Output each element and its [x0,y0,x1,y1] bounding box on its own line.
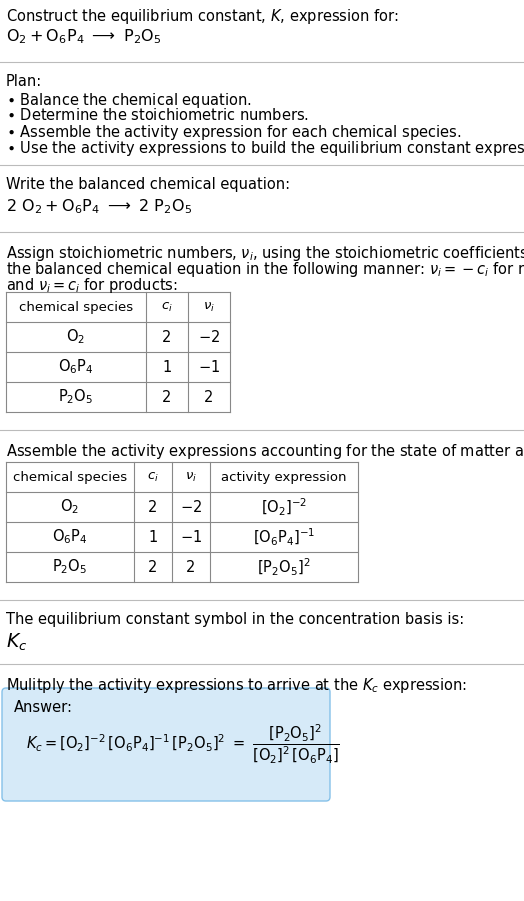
Text: $-1$: $-1$ [198,359,220,375]
Text: Write the balanced chemical equation:: Write the balanced chemical equation: [6,177,290,192]
Text: $-1$: $-1$ [180,529,202,545]
Text: $c_i$: $c_i$ [147,470,159,484]
Text: Assign stoichiometric numbers, $\nu_i$, using the stoichiometric coefficients, $: Assign stoichiometric numbers, $\nu_i$, … [6,244,524,263]
Text: $2\ \mathrm{O_2} + \mathrm{O_6P_4}\ \longrightarrow\ 2\ \mathrm{P_2O_5}$: $2\ \mathrm{O_2} + \mathrm{O_6P_4}\ \lon… [6,197,192,215]
Text: $\bullet$ Use the activity expressions to build the equilibrium constant express: $\bullet$ Use the activity expressions t… [6,139,524,158]
Text: $\nu_i$: $\nu_i$ [185,470,197,484]
Text: $K_c$: $K_c$ [6,632,27,653]
Text: $[\mathrm{P_2O_5}]^{2}$: $[\mathrm{P_2O_5}]^{2}$ [257,557,311,578]
Text: 2: 2 [187,560,195,575]
Text: $\mathrm{O_2}$: $\mathrm{O_2}$ [67,328,85,346]
Text: $\mathrm{P_2O_5}$: $\mathrm{P_2O_5}$ [52,558,88,577]
Text: $\bullet$ Balance the chemical equation.: $\bullet$ Balance the chemical equation. [6,91,252,110]
Text: $\mathrm{O_2 + O_6P_4}\ \longrightarrow\ \mathrm{P_2O_5}$: $\mathrm{O_2 + O_6P_4}\ \longrightarrow\… [6,27,161,46]
Text: 2: 2 [204,389,214,405]
FancyBboxPatch shape [2,688,330,801]
Text: $-2$: $-2$ [198,329,220,345]
Text: $\nu_i$: $\nu_i$ [203,300,215,314]
Text: Plan:: Plan: [6,74,42,89]
Text: The equilibrium constant symbol in the concentration basis is:: The equilibrium constant symbol in the c… [6,612,464,627]
Text: chemical species: chemical species [13,470,127,484]
Text: Assemble the activity expressions accounting for the state of matter and $\nu_i$: Assemble the activity expressions accoun… [6,442,524,461]
Text: $-2$: $-2$ [180,499,202,515]
Text: 1: 1 [148,530,158,544]
Text: and $\nu_i = c_i$ for products:: and $\nu_i = c_i$ for products: [6,276,178,295]
Text: $\bullet$ Assemble the activity expression for each chemical species.: $\bullet$ Assemble the activity expressi… [6,123,461,142]
Text: Answer:: Answer: [14,700,73,715]
Text: chemical species: chemical species [19,301,133,314]
Text: $[\mathrm{O_6P_4}]^{-1}$: $[\mathrm{O_6P_4}]^{-1}$ [253,526,315,548]
Text: 2: 2 [148,499,158,514]
Text: $\bullet$ Determine the stoichiometric numbers.: $\bullet$ Determine the stoichiometric n… [6,107,309,123]
Text: $\mathrm{P_2O_5}$: $\mathrm{P_2O_5}$ [58,387,94,406]
Text: $\mathrm{O_6P_4}$: $\mathrm{O_6P_4}$ [52,528,88,546]
Text: 2: 2 [148,560,158,575]
Text: activity expression: activity expression [221,470,347,484]
Text: Mulitply the activity expressions to arrive at the $K_c$ expression:: Mulitply the activity expressions to arr… [6,676,467,695]
Text: 2: 2 [162,389,172,405]
Text: $\mathrm{O_6P_4}$: $\mathrm{O_6P_4}$ [58,358,94,377]
Text: $K_c = [\mathrm{O_2}]^{-2}\,[\mathrm{O_6P_4}]^{-1}\,[\mathrm{P_2O_5}]^{2}\ =\ \d: $K_c = [\mathrm{O_2}]^{-2}\,[\mathrm{O_6… [26,723,340,766]
Text: $\mathrm{O_2}$: $\mathrm{O_2}$ [60,497,80,516]
Text: 2: 2 [162,330,172,344]
Text: Construct the equilibrium constant, $K$, expression for:: Construct the equilibrium constant, $K$,… [6,7,399,26]
Text: the balanced chemical equation in the following manner: $\nu_i = -c_i$ for react: the balanced chemical equation in the fo… [6,260,524,279]
Text: $c_i$: $c_i$ [161,300,173,314]
Text: $[\mathrm{O_2}]^{-2}$: $[\mathrm{O_2}]^{-2}$ [261,496,307,517]
Text: 1: 1 [162,359,172,375]
